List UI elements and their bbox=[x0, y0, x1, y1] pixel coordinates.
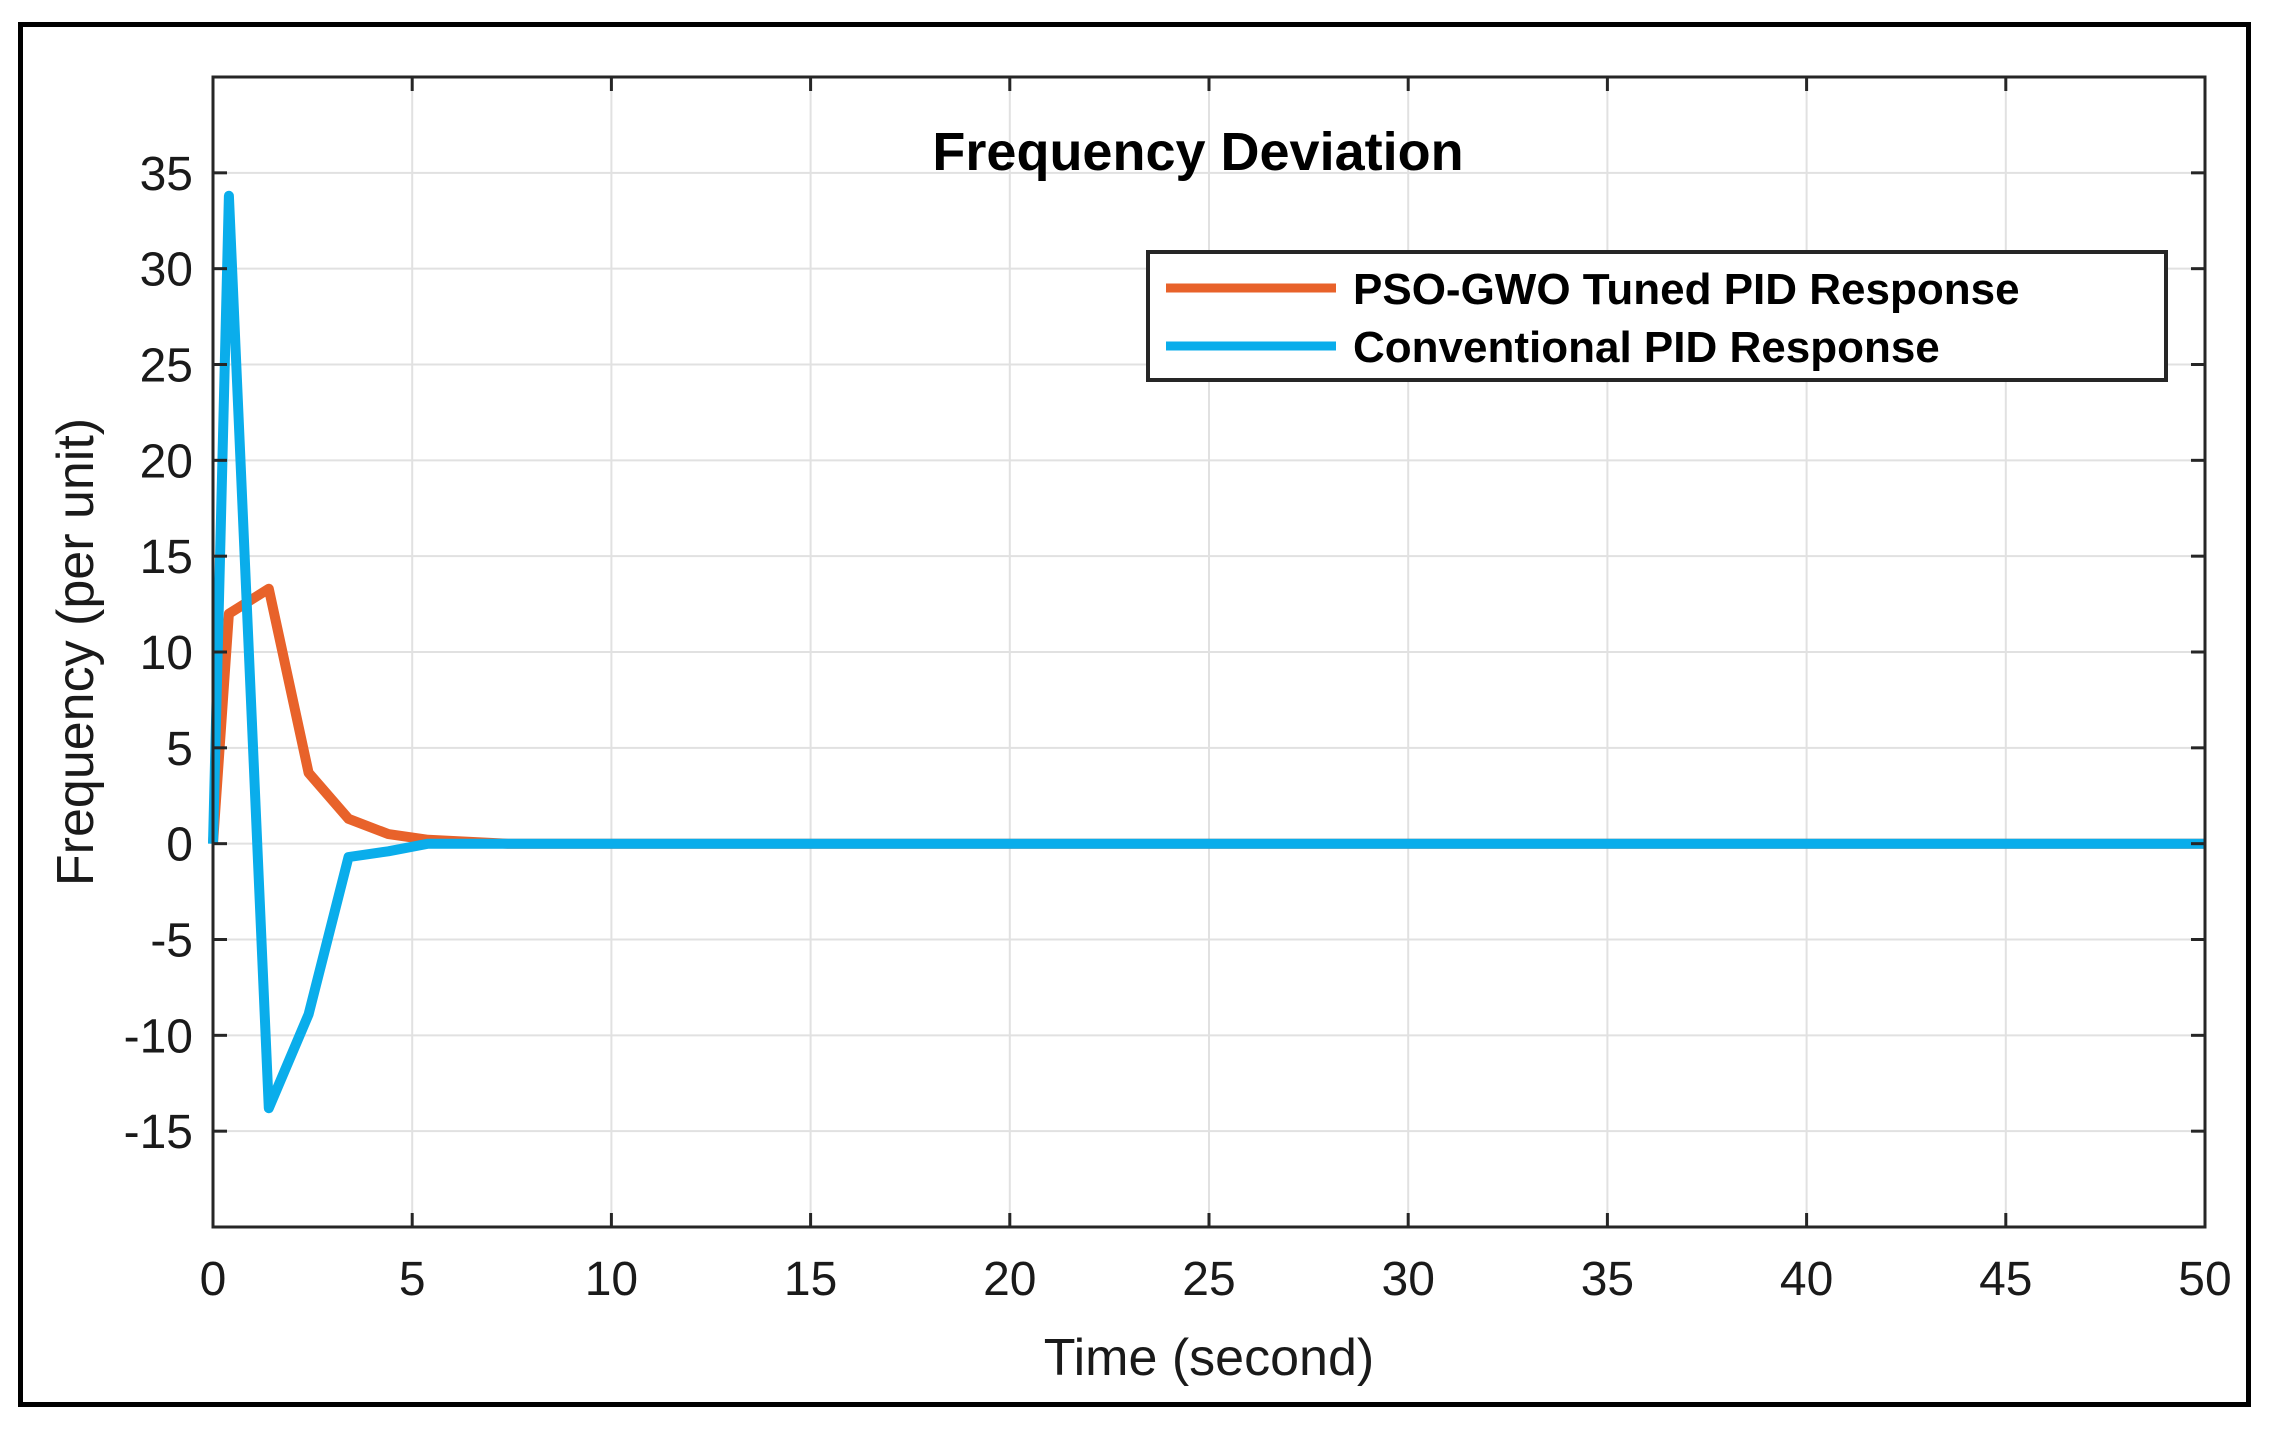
y-tick-label: 5 bbox=[166, 723, 193, 776]
y-tick-label: -15 bbox=[124, 1106, 193, 1159]
y-tick-label: 20 bbox=[140, 435, 193, 488]
x-tick-label: 40 bbox=[1780, 1253, 1833, 1306]
y-tick-label: -10 bbox=[124, 1010, 193, 1063]
x-tick-label: 0 bbox=[200, 1253, 227, 1306]
y-tick-label: 0 bbox=[166, 819, 193, 872]
y-tick-label: 15 bbox=[140, 531, 193, 584]
x-tick-label: 35 bbox=[1581, 1253, 1634, 1306]
x-axis-label: Time (second) bbox=[1044, 1329, 1374, 1387]
x-tick-labels: 0 5 10 15 20 25 30 35 40 45 50 bbox=[200, 77, 2232, 1306]
chart-title: Frequency Deviation bbox=[932, 122, 1463, 182]
x-tick-label: 30 bbox=[1382, 1253, 1435, 1306]
legend-label-conventional: Conventional PID Response bbox=[1353, 323, 1940, 372]
y-tick-label: 35 bbox=[140, 148, 193, 201]
x-tick-label: 15 bbox=[784, 1253, 837, 1306]
x-tick-label: 5 bbox=[399, 1253, 426, 1306]
x-tick-label: 25 bbox=[1182, 1253, 1235, 1306]
legend: PSO-GWO Tuned PID Response Conventional … bbox=[1146, 250, 2168, 382]
y-tick-label: 30 bbox=[140, 244, 193, 297]
y-axis-label: Frequency (per unit) bbox=[47, 418, 105, 886]
legend-box bbox=[1146, 250, 2168, 382]
y-tick-label: -5 bbox=[150, 915, 193, 968]
y-tick-label: 10 bbox=[140, 627, 193, 680]
series-layer bbox=[208, 190, 2205, 1114]
series-line-conventional bbox=[208, 190, 2205, 1114]
x-tick-label: 45 bbox=[1979, 1253, 2032, 1306]
x-tick-label: 50 bbox=[2178, 1253, 2231, 1306]
legend-label-pso-gwo: PSO-GWO Tuned PID Response bbox=[1353, 265, 2020, 314]
y-tick-label: 25 bbox=[140, 340, 193, 393]
x-tick-label: 20 bbox=[983, 1253, 1036, 1306]
y-tick-labels: -15 -10 -5 0 5 10 15 20 25 30 35 bbox=[124, 148, 2205, 1159]
x-tick-label: 10 bbox=[585, 1253, 638, 1306]
